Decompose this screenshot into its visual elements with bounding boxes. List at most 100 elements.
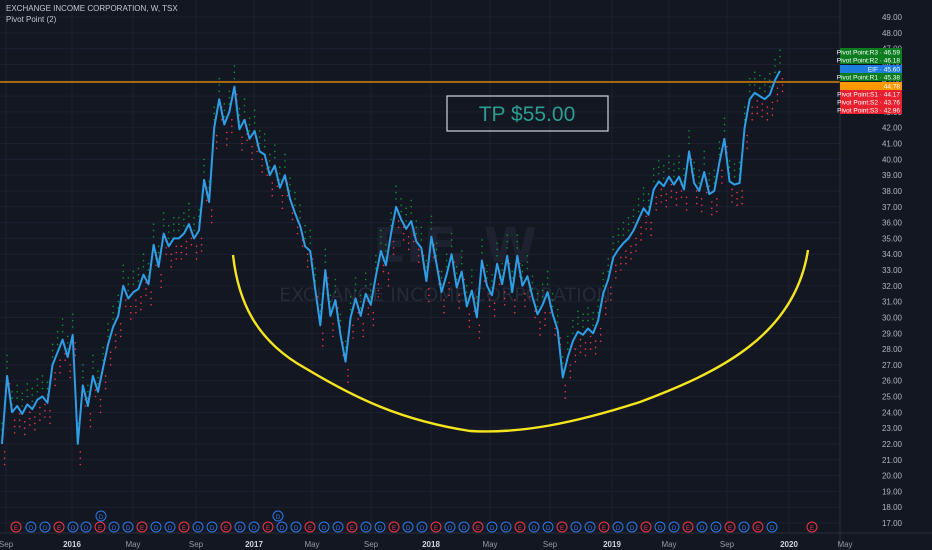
dividend-event-icon[interactable]: [150, 521, 162, 533]
dividend-event-icon[interactable]: [584, 521, 596, 533]
pivot-resistance-dot: [728, 166, 731, 169]
pivot-resistance-dot: [652, 168, 655, 170]
earnings-event-icon[interactable]: [346, 521, 358, 533]
pivot-support-dot: [266, 174, 269, 176]
earnings-event-icon[interactable]: [220, 521, 232, 533]
pivot-support-dot: [695, 196, 698, 199]
pivot-support-dot: [64, 359, 66, 361]
earnings-event-icon[interactable]: [262, 521, 274, 533]
earnings-event-icon[interactable]: [472, 521, 484, 533]
dividend-event-icon[interactable]: [668, 521, 680, 533]
pivot-support-dot: [291, 218, 294, 221]
dividend-event-icon[interactable]: [486, 521, 498, 533]
pivot-resistance-dot: [592, 318, 594, 320]
earnings-event-icon[interactable]: [94, 521, 106, 533]
pivot-price-tag: [840, 65, 902, 73]
pivot-resistance-dot: [556, 315, 559, 317]
dividend-event-icon[interactable]: [25, 521, 37, 533]
pivot-support-dot: [620, 269, 622, 271]
pivot-support-dot: [59, 365, 61, 368]
dividend-event-icon[interactable]: [95, 510, 107, 522]
dividend-event-icon[interactable]: [542, 521, 554, 533]
earnings-event-icon[interactable]: [598, 521, 610, 533]
dividend-event-icon[interactable]: [626, 521, 638, 533]
cup-curve-drawing[interactable]: [231, 249, 810, 433]
dividend-event-icon[interactable]: [318, 521, 330, 533]
dividend-event-icon[interactable]: [192, 521, 204, 533]
dividend-event-icon[interactable]: [766, 521, 778, 533]
indicator-legend[interactable]: Pivot Point (2): [6, 15, 57, 24]
pivot-support-dot: [13, 425, 16, 428]
pivot-resistance-dot: [465, 291, 468, 293]
pivot-resistance-dot: [218, 77, 221, 80]
time-axis[interactable]: Sep 2016 May Sep 2017 May Sep 2018 May Sep 2019 May…: [0, 540, 853, 549]
pivot-resistance-dot: [284, 160, 286, 162]
earnings-event-icon[interactable]: [136, 521, 148, 533]
dividend-event-icon[interactable]: [570, 521, 582, 533]
pivot-support-dot: [604, 300, 607, 303]
pivot-support-dot: [104, 387, 107, 390]
dividend-event-icon[interactable]: [710, 521, 722, 533]
dividend-event-icon[interactable]: [402, 521, 414, 533]
chart-symbol-title[interactable]: EXCHANGE INCOME CORPORATION, W, TSX: [6, 4, 178, 13]
dividend-event-icon[interactable]: [122, 521, 134, 533]
earnings-event-icon[interactable]: [388, 521, 400, 533]
dividend-event-icon[interactable]: [696, 521, 708, 533]
earnings-event-icon[interactable]: [10, 521, 22, 533]
dividend-event-icon[interactable]: [458, 521, 470, 533]
time-tick-label: Sep: [543, 540, 558, 549]
earnings-event-icon[interactable]: [514, 521, 526, 533]
dividend-event-icon[interactable]: [67, 521, 79, 533]
dividend-event-icon[interactable]: [164, 521, 176, 533]
dividend-event-icon[interactable]: [612, 521, 624, 533]
pivot-resistance-dot: [471, 269, 473, 271]
pivot-support-dot: [660, 188, 663, 191]
pivot-resistance-dot: [420, 239, 423, 241]
pivot-resistance-dot: [329, 294, 332, 297]
pivot-support-dot: [609, 292, 612, 295]
dividend-event-icon[interactable]: [416, 521, 428, 533]
tp-annotation-box[interactable]: [446, 95, 609, 132]
pivot-support-dot: [640, 239, 642, 241]
price-tick-label: 32.00: [882, 282, 903, 291]
earnings-event-icon[interactable]: [178, 521, 190, 533]
earnings-event-icon[interactable]: [724, 521, 736, 533]
dividend-event-icon[interactable]: [206, 521, 218, 533]
dividend-event-icon[interactable]: [290, 521, 302, 533]
earnings-event-icon[interactable]: [53, 521, 65, 533]
dividend-event-icon[interactable]: [80, 521, 92, 533]
dividend-event-icon[interactable]: [248, 521, 260, 533]
dividend-event-icon[interactable]: [360, 521, 372, 533]
dividend-event-icon[interactable]: [500, 521, 512, 533]
event-letter: D: [336, 526, 341, 532]
price-tick-label: 31.00: [882, 298, 903, 307]
pivot-resistance-dot: [97, 383, 99, 385]
pivot-resistance-dot: [743, 112, 746, 115]
earnings-event-icon[interactable]: [556, 521, 568, 533]
dividend-event-icon[interactable]: [108, 521, 120, 533]
dividend-event-icon[interactable]: [39, 521, 51, 533]
dividend-event-icon[interactable]: [444, 521, 456, 533]
dividend-event-icon[interactable]: [738, 521, 750, 533]
earnings-event-icon[interactable]: [752, 521, 764, 533]
pivot-resistance-dot: [213, 106, 215, 108]
earnings-event-icon[interactable]: [806, 521, 818, 533]
dividend-event-icon[interactable]: [276, 521, 288, 533]
pivot-resistance-dot: [375, 267, 377, 270]
earnings-event-icon[interactable]: [304, 521, 316, 533]
pivot-resistance-dot: [556, 321, 559, 323]
dividend-event-icon[interactable]: [272, 510, 284, 522]
pivot-support-dot: [306, 253, 309, 255]
earnings-event-icon[interactable]: [430, 521, 442, 533]
dividend-event-icon[interactable]: [234, 521, 246, 533]
dividend-event-icon[interactable]: [374, 521, 386, 533]
earnings-event-icon[interactable]: [640, 521, 652, 533]
dividend-event-icon[interactable]: [654, 521, 666, 533]
pivot-resistance-dot: [637, 210, 640, 213]
earnings-event-icon[interactable]: [682, 521, 694, 533]
dividend-event-icon[interactable]: [528, 521, 540, 533]
pivot-support-dot: [635, 237, 637, 240]
event-letter: D: [196, 526, 201, 532]
dividend-event-icon[interactable]: [332, 521, 344, 533]
